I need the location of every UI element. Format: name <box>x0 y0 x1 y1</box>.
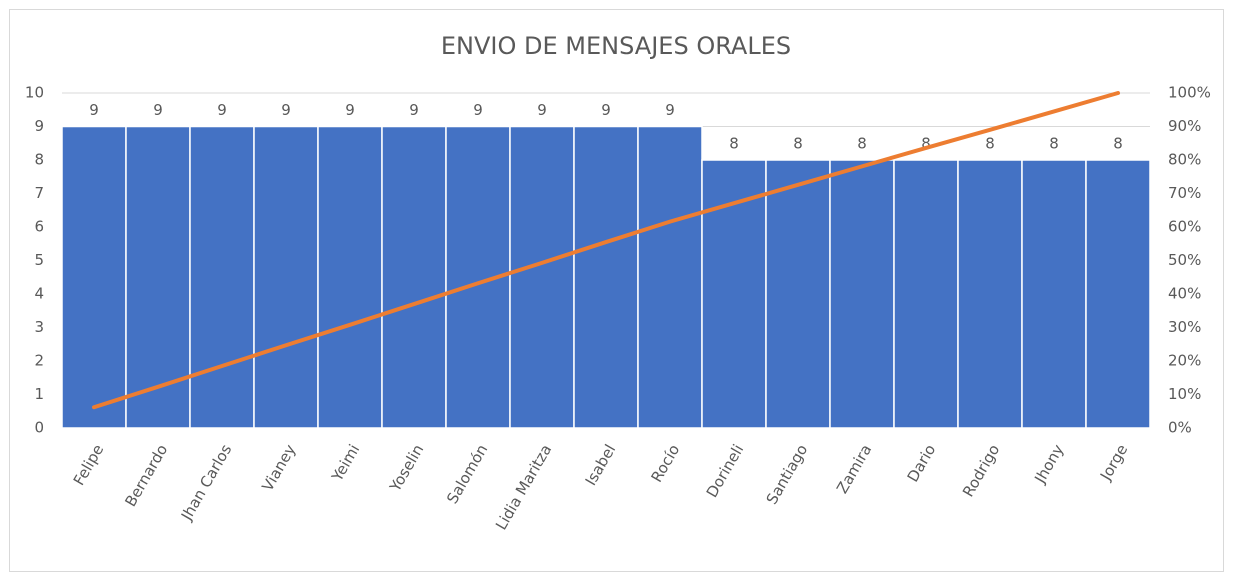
bar-value-label: 9 <box>281 101 291 119</box>
bar <box>893 159 959 429</box>
bar <box>701 159 767 429</box>
y-tick-label: 6 <box>34 218 44 236</box>
cumulative-line <box>92 91 1120 410</box>
bar-value-label: 8 <box>985 135 995 153</box>
y2-tick-label: 90% <box>1168 117 1201 135</box>
bar <box>637 125 703 429</box>
bar-value-label: 9 <box>409 101 419 119</box>
y-tick-label: 8 <box>34 151 44 169</box>
y-tick-label: 4 <box>34 285 44 303</box>
y2-tick-label: 30% <box>1168 318 1201 336</box>
y2-tick-label: 40% <box>1168 285 1201 303</box>
y-tick-label: 7 <box>34 184 44 202</box>
bar <box>829 159 895 429</box>
y2-tick-label: 50% <box>1168 251 1201 269</box>
y-tick-label: 3 <box>34 318 44 336</box>
bar <box>573 125 639 429</box>
bar-value-label: 9 <box>89 101 99 119</box>
bar-value-label: 8 <box>729 135 739 153</box>
bar-value-label: 9 <box>665 101 675 119</box>
y2-tick-label: 20% <box>1168 352 1201 370</box>
bar <box>509 125 575 429</box>
bar <box>381 125 447 429</box>
y-tick-label: 2 <box>34 352 44 370</box>
bar <box>317 125 383 429</box>
bar <box>253 125 319 429</box>
bar-value-label: 8 <box>921 135 931 153</box>
bar-value-label: 8 <box>1113 135 1123 153</box>
y-tick-label: 10 <box>25 84 44 102</box>
bar-value-label: 9 <box>345 101 355 119</box>
y-tick-label: 1 <box>34 385 44 403</box>
y2-tick-label: 80% <box>1168 151 1201 169</box>
bar <box>1021 159 1087 429</box>
bar <box>1085 159 1151 429</box>
y-tick-label: 5 <box>34 251 44 269</box>
bar <box>125 125 191 429</box>
bar-value-label: 9 <box>601 101 611 119</box>
y2-tick-label: 70% <box>1168 184 1201 202</box>
bar-value-label: 8 <box>793 135 803 153</box>
y2-tick-label: 60% <box>1168 218 1201 236</box>
bar-value-label: 9 <box>473 101 483 119</box>
bar-value-label: 9 <box>217 101 227 119</box>
bar <box>957 159 1023 429</box>
bar <box>765 159 831 429</box>
bar-value-label: 9 <box>537 101 547 119</box>
bar <box>61 125 127 429</box>
y2-tick-label: 100% <box>1168 84 1211 102</box>
y-tick-label: 9 <box>34 117 44 135</box>
bar <box>189 125 255 429</box>
chart-title: ENVIO DE MENSAJES ORALES <box>441 32 791 60</box>
bar-value-label: 8 <box>1049 135 1059 153</box>
bar-value-label: 8 <box>857 135 867 153</box>
y2-tick-label: 0% <box>1168 419 1192 437</box>
y2-tick-label: 10% <box>1168 385 1201 403</box>
y-tick-label: 0 <box>34 419 44 437</box>
bar-value-label: 9 <box>153 101 163 119</box>
